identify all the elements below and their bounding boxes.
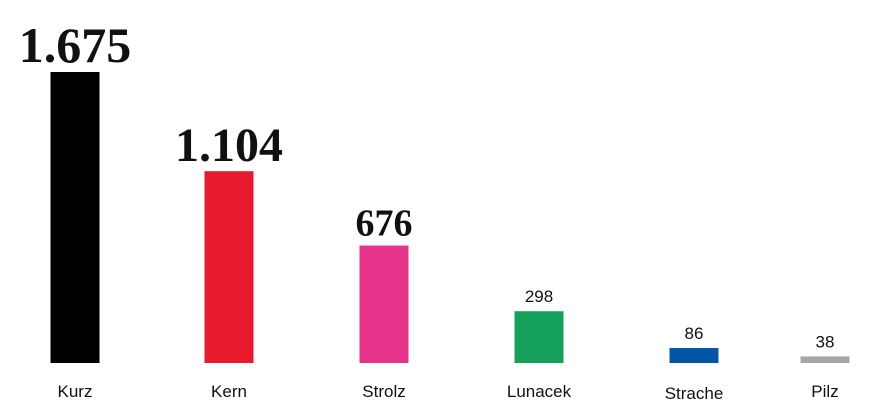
category-label: Strolz xyxy=(362,382,405,401)
bar xyxy=(204,171,254,363)
category-label: Kern xyxy=(211,382,247,401)
bar xyxy=(50,72,100,363)
category-label: Pilz xyxy=(811,382,838,401)
value-label: 676 xyxy=(356,203,413,245)
value-label: 86 xyxy=(685,324,704,343)
bar xyxy=(800,356,850,363)
category-label: Lunacek xyxy=(507,382,572,401)
value-label: 1.104 xyxy=(175,119,283,172)
bar xyxy=(514,311,564,363)
bar xyxy=(669,348,719,363)
category-label: Strache xyxy=(665,384,724,403)
value-label: 1.675 xyxy=(19,17,132,73)
value-label: 298 xyxy=(525,287,553,306)
value-label: 38 xyxy=(816,332,835,351)
category-label: Kurz xyxy=(58,382,93,401)
bar xyxy=(359,245,409,363)
